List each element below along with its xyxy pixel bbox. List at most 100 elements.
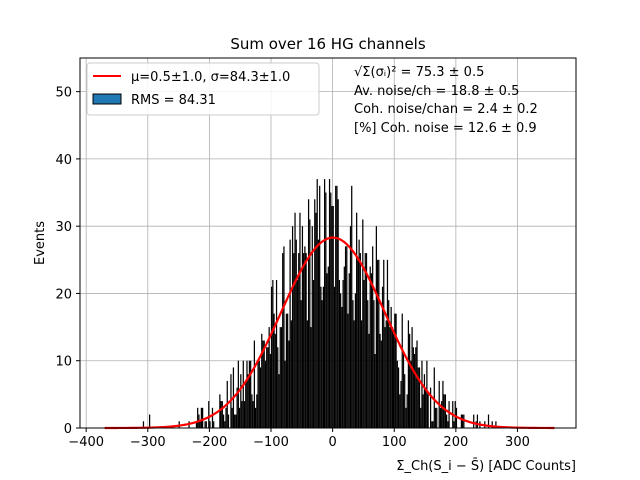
histogram-bar bbox=[221, 401, 223, 428]
histogram-bar bbox=[436, 407, 438, 428]
histogram-bar bbox=[227, 414, 230, 428]
histogram-bar bbox=[353, 320, 355, 428]
histogram-bar bbox=[247, 374, 249, 428]
histogram-bar bbox=[312, 280, 315, 428]
histogram-bar bbox=[220, 401, 222, 428]
annotation-average-noise: Av. noise/ch = 18.8 ± 0.5 bbox=[354, 84, 519, 99]
histogram-bar bbox=[423, 374, 426, 428]
histogram-bar bbox=[272, 280, 274, 428]
histogram-bar bbox=[287, 313, 289, 428]
histogram-bar bbox=[413, 354, 416, 428]
histogram-bar bbox=[142, 421, 145, 428]
histogram-bar bbox=[432, 421, 434, 428]
histogram-bar bbox=[277, 347, 279, 428]
histogram-bar bbox=[433, 367, 435, 428]
histogram-bar bbox=[314, 199, 316, 428]
histogram-bar bbox=[476, 414, 479, 428]
histogram-bar bbox=[284, 360, 286, 428]
histogram-bar bbox=[376, 259, 379, 428]
histogram-bar bbox=[402, 354, 405, 428]
histogram-bar bbox=[288, 340, 290, 428]
histogram-bar bbox=[395, 313, 397, 428]
histogram-bar bbox=[274, 333, 276, 428]
histogram-bar bbox=[285, 313, 288, 428]
histogram-bar bbox=[454, 401, 456, 428]
histogram-bar bbox=[369, 266, 371, 428]
histogram-bar bbox=[379, 333, 381, 428]
histogram-bar bbox=[331, 206, 333, 428]
histogram-bar bbox=[294, 212, 296, 428]
histogram-bar bbox=[211, 407, 214, 428]
histogram-bar bbox=[381, 286, 384, 428]
x-tick-label: −200 bbox=[192, 435, 228, 450]
histogram-bar bbox=[267, 347, 269, 428]
x-ticks: −400 −300 −200 −100 0 100 200 300 bbox=[68, 428, 530, 450]
histogram-bar bbox=[278, 374, 280, 428]
histogram-bar bbox=[317, 239, 320, 428]
histogram-bar bbox=[225, 407, 227, 428]
histogram-bar bbox=[344, 246, 347, 428]
legend-rms-label: RMS = 84.31 bbox=[131, 93, 216, 108]
x-tick-label: 100 bbox=[382, 435, 407, 450]
histogram-bar bbox=[354, 293, 357, 428]
x-tick-label: −300 bbox=[130, 435, 166, 450]
histogram-bar bbox=[359, 253, 361, 428]
histogram-bar bbox=[289, 239, 291, 428]
histogram-bar bbox=[320, 286, 322, 428]
histogram-bar bbox=[356, 212, 358, 428]
histogram-bar bbox=[323, 179, 326, 428]
histogram-bar bbox=[394, 313, 396, 428]
histogram-bar bbox=[362, 219, 364, 428]
histogram-bar bbox=[462, 414, 464, 428]
legend-rms-swatch bbox=[92, 93, 122, 105]
legend: μ=0.5±1.0, σ=84.3±1.0 RMS = 84.31 bbox=[86, 62, 320, 116]
histogram-bar bbox=[336, 185, 338, 428]
histogram-bar bbox=[384, 327, 386, 428]
histogram-bar bbox=[241, 401, 243, 428]
histogram-bar bbox=[264, 360, 267, 428]
histogram-bar bbox=[209, 421, 211, 428]
histogram-bar bbox=[305, 253, 307, 428]
x-tick-label: −100 bbox=[253, 435, 289, 450]
y-tick-label: 50 bbox=[55, 86, 72, 101]
histogram-bar bbox=[262, 340, 264, 428]
y-tick-label: 30 bbox=[55, 220, 72, 235]
histogram-bar bbox=[231, 407, 233, 428]
histogram-bar bbox=[195, 421, 198, 428]
histogram-bar bbox=[447, 421, 449, 428]
annotation-coherent-noise-per-channel: Coh. noise/chan = 2.4 ± 0.2 bbox=[354, 102, 538, 117]
histogram-bar bbox=[406, 394, 408, 428]
histogram-bar bbox=[149, 414, 151, 428]
histogram-bar bbox=[298, 253, 300, 428]
histogram-bar bbox=[251, 394, 253, 428]
histogram-bar bbox=[250, 360, 252, 428]
fit-curve-layer bbox=[104, 236, 555, 430]
histogram-bar bbox=[237, 360, 239, 428]
histogram-bar bbox=[246, 360, 248, 428]
histogram-bar bbox=[375, 226, 377, 428]
histogram-bar bbox=[304, 246, 306, 428]
histogram-bar bbox=[243, 401, 246, 428]
histogram-bar bbox=[388, 300, 390, 428]
chart-title: Sum over 16 HG channels bbox=[230, 35, 426, 53]
histogram-bar bbox=[385, 320, 387, 428]
noise-annotations: √Σ(σᵢ)² = 75.3 ± 0.5 Av. noise/ch = 18.8… bbox=[354, 65, 538, 136]
histogram-bar bbox=[197, 407, 199, 428]
histogram-bar bbox=[316, 179, 318, 428]
histogram-bar bbox=[487, 414, 490, 428]
histogram-bar bbox=[205, 421, 207, 428]
histogram-bar bbox=[425, 387, 427, 428]
x-tick-label: 0 bbox=[328, 435, 336, 450]
histogram-bar bbox=[310, 327, 312, 428]
histogram-bar bbox=[367, 300, 369, 428]
histogram-bar bbox=[248, 360, 251, 428]
histogram-bar bbox=[386, 259, 389, 428]
histogram-bar bbox=[399, 394, 401, 428]
histogram-bar bbox=[275, 280, 278, 428]
histogram-bar bbox=[201, 407, 204, 428]
histogram-bar bbox=[431, 421, 433, 428]
histogram-bar bbox=[309, 219, 311, 428]
histogram-bar bbox=[453, 421, 455, 428]
histogram-bar bbox=[491, 421, 493, 428]
y-tick-label: 0 bbox=[64, 422, 72, 437]
